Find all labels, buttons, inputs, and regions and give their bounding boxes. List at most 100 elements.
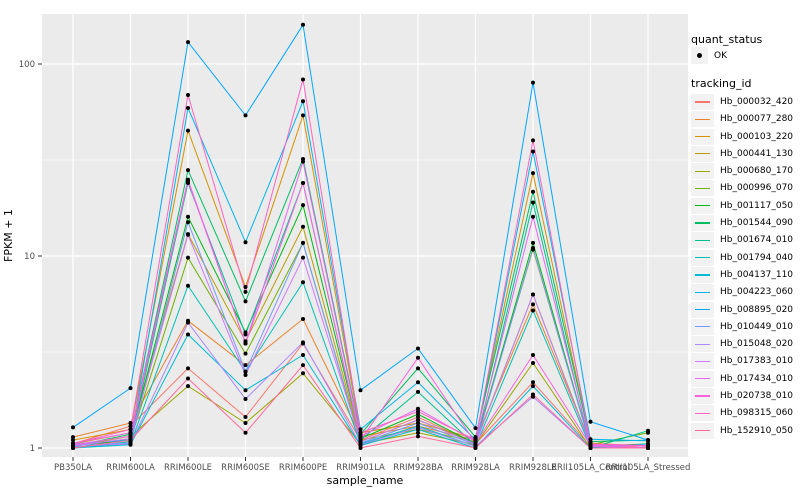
legend-key-box — [691, 284, 714, 301]
data-point — [416, 346, 420, 351]
legend-title-quant-status: quant_status — [691, 33, 763, 46]
data-point — [416, 430, 420, 435]
y-tick-label: 1 — [30, 444, 35, 454]
legend-item: Hb_020738_010 — [691, 387, 799, 404]
data-point — [416, 434, 420, 439]
data-point — [588, 419, 593, 424]
legend-item: Hb_000996_070 — [691, 180, 799, 197]
data-point — [416, 389, 420, 394]
data-point — [301, 340, 305, 345]
data-point — [531, 214, 535, 219]
data-point — [301, 371, 305, 376]
data-point — [301, 224, 305, 229]
data-point — [186, 232, 190, 237]
legend-item: Hb_004223_060 — [691, 284, 799, 301]
data-point — [243, 113, 248, 118]
data-point — [531, 353, 535, 358]
data-point — [646, 438, 650, 443]
series-color-swatch — [695, 308, 710, 311]
legend-key-box — [691, 266, 714, 283]
x-tick-label: RRIM928LE — [509, 463, 557, 473]
legend-item-label: Hb_001794_040 — [720, 252, 794, 263]
legend-item: Hb_098315_060 — [691, 405, 799, 422]
series-color-swatch — [695, 135, 710, 138]
y-tick-label: 100 — [19, 60, 35, 70]
data-point — [588, 437, 593, 442]
data-point — [71, 438, 75, 443]
legend-key-box — [691, 422, 714, 439]
data-point — [71, 446, 75, 450]
legend-item: Hb_010449_010 — [691, 318, 799, 335]
data-point — [301, 77, 305, 82]
legend-item: Hb_000077_280 — [691, 111, 799, 128]
data-point — [531, 384, 535, 389]
legend-item-label: Hb_000680_170 — [720, 166, 794, 177]
data-point — [416, 425, 420, 430]
data-point — [243, 289, 248, 294]
legend-item-label: Hb_152910_050 — [720, 425, 794, 436]
data-point — [71, 435, 75, 440]
y-axis-title: FPKM + 1 — [2, 209, 15, 262]
data-point — [243, 396, 248, 401]
legend-item: Hb_001674_010 — [691, 232, 799, 249]
data-point — [416, 417, 420, 422]
legend-key-box — [691, 405, 714, 422]
data-point — [646, 428, 650, 433]
data-point — [186, 283, 190, 288]
legend-item-label: Hb_020738_010 — [720, 390, 794, 401]
legend-key-box — [691, 232, 714, 249]
series-color-swatch — [695, 395, 710, 397]
data-point — [301, 99, 305, 104]
legend-title-tracking-id: tracking_id — [691, 77, 752, 91]
data-point — [301, 180, 305, 185]
data-point — [243, 363, 248, 368]
data-point — [531, 292, 535, 297]
data-point — [416, 409, 420, 414]
legend-item-label: Hb_015048_020 — [720, 339, 794, 350]
legend-key-box — [691, 215, 714, 232]
data-point — [186, 384, 190, 389]
legend-item: Hb_000680_170 — [691, 162, 799, 180]
legend-key-box — [691, 336, 714, 353]
data-point — [243, 299, 248, 304]
legend-item: Hb_015048_020 — [691, 335, 799, 353]
x-tick-label: RRIM600LE — [164, 463, 212, 473]
series-color-swatch — [695, 239, 710, 241]
data-point — [71, 425, 75, 430]
data-point — [128, 386, 133, 391]
data-point — [301, 22, 305, 27]
data-point — [186, 320, 190, 325]
data-point — [358, 430, 363, 435]
legend-item-label: Hb_004137_110 — [720, 269, 794, 280]
legend-item: Hb_001544_090 — [691, 214, 799, 232]
series-color-swatch — [695, 360, 710, 362]
data-point — [301, 203, 305, 208]
legend-key-box — [691, 145, 714, 162]
data-point — [186, 168, 190, 173]
data-point — [646, 446, 650, 450]
legend-item-label: Hb_098315_060 — [720, 408, 794, 419]
data-point — [243, 372, 248, 377]
legend-item: Hb_008895_020 — [691, 301, 799, 318]
legend-item-label: Hb_004223_060 — [720, 287, 794, 298]
legend-key-box — [691, 180, 714, 197]
data-point — [186, 92, 190, 97]
legend-item-label: Hb_000077_280 — [720, 114, 794, 125]
data-point — [243, 420, 248, 425]
series-color-swatch — [695, 257, 710, 259]
series-color-swatch — [695, 291, 710, 293]
data-point — [588, 446, 593, 450]
data-point — [128, 430, 133, 435]
series-color-swatch — [695, 187, 710, 190]
legend-key-box — [691, 249, 714, 266]
legend-key-box — [691, 128, 714, 145]
data-point — [473, 426, 478, 431]
legend-item: Hb_017434_010 — [691, 370, 799, 387]
data-point — [358, 388, 363, 393]
data-point — [301, 255, 305, 260]
series-color-swatch — [695, 205, 710, 207]
data-point — [531, 80, 535, 85]
data-point — [473, 446, 478, 450]
legend-key-box — [691, 163, 714, 180]
